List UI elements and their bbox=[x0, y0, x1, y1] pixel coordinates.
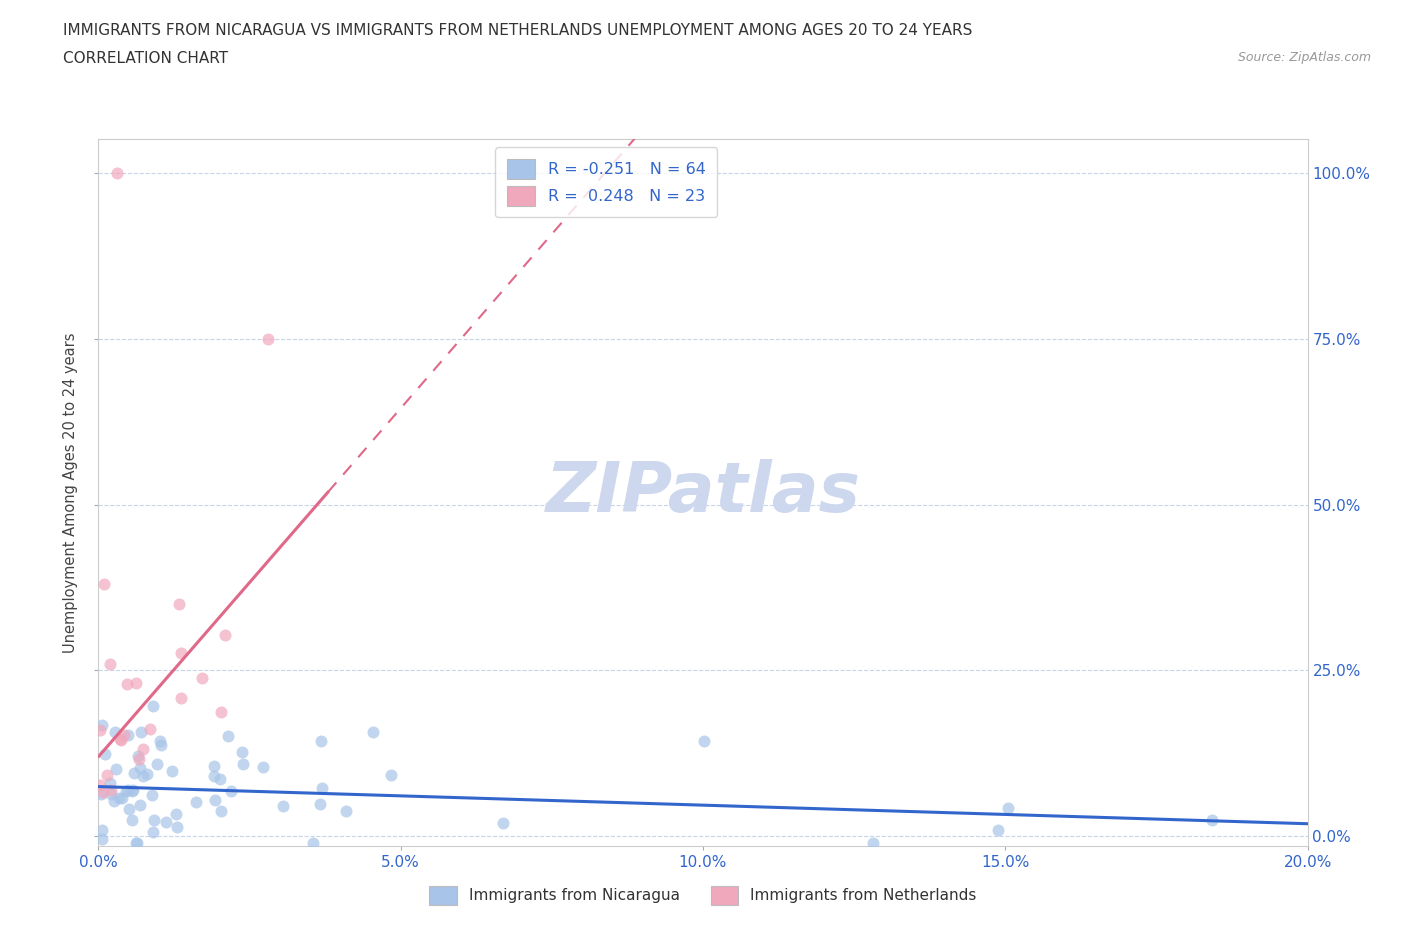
Point bbox=[219, 784, 242, 799]
Point bbox=[98, 657, 121, 671]
Point bbox=[209, 804, 232, 818]
Point bbox=[149, 734, 172, 749]
Point bbox=[141, 788, 163, 803]
Point bbox=[121, 813, 143, 828]
Point bbox=[308, 796, 330, 811]
Point bbox=[202, 769, 225, 784]
Point bbox=[91, 831, 114, 846]
Point bbox=[125, 835, 148, 850]
Point bbox=[169, 597, 191, 612]
Point bbox=[105, 166, 128, 180]
Point bbox=[127, 749, 149, 764]
Point bbox=[142, 824, 165, 839]
Point bbox=[191, 671, 214, 685]
Point bbox=[91, 784, 114, 799]
Point bbox=[204, 793, 226, 808]
Point bbox=[94, 747, 117, 762]
Point bbox=[380, 767, 402, 782]
Point bbox=[311, 734, 333, 749]
Point bbox=[1201, 813, 1223, 828]
Point bbox=[90, 787, 112, 802]
Point bbox=[108, 790, 131, 805]
Text: Source: ZipAtlas.com: Source: ZipAtlas.com bbox=[1237, 51, 1371, 64]
Point bbox=[170, 691, 193, 706]
Point bbox=[118, 802, 141, 817]
Point bbox=[90, 822, 112, 837]
Point bbox=[252, 760, 274, 775]
Point bbox=[165, 806, 187, 821]
Point bbox=[997, 801, 1019, 816]
Point bbox=[121, 784, 143, 799]
Point bbox=[142, 698, 165, 713]
Point bbox=[110, 790, 132, 805]
Point bbox=[117, 677, 139, 692]
Point bbox=[132, 768, 155, 783]
Point bbox=[311, 780, 333, 795]
Point bbox=[89, 777, 111, 792]
Point bbox=[121, 783, 143, 798]
Point bbox=[125, 835, 148, 850]
Point bbox=[128, 751, 150, 766]
Point bbox=[214, 628, 236, 643]
Point bbox=[108, 731, 131, 746]
Point bbox=[361, 724, 384, 739]
Point bbox=[93, 577, 115, 591]
Point bbox=[143, 813, 166, 828]
Point bbox=[169, 645, 191, 660]
Point bbox=[132, 741, 155, 756]
Point bbox=[160, 764, 183, 778]
Point bbox=[135, 766, 157, 781]
Point bbox=[89, 723, 111, 737]
Point bbox=[184, 794, 207, 809]
Text: ZIPatlas: ZIPatlas bbox=[546, 459, 860, 526]
Point bbox=[103, 793, 125, 808]
Point bbox=[128, 761, 150, 776]
Point bbox=[302, 835, 325, 850]
Point bbox=[100, 782, 122, 797]
Point bbox=[110, 733, 132, 748]
Point bbox=[693, 734, 716, 749]
Point bbox=[122, 765, 145, 780]
Y-axis label: Unemployment Among Ages 20 to 24 years: Unemployment Among Ages 20 to 24 years bbox=[63, 333, 79, 653]
Point bbox=[129, 724, 152, 739]
Point bbox=[149, 737, 172, 752]
Point bbox=[98, 776, 121, 790]
Point bbox=[129, 798, 152, 813]
Point bbox=[146, 756, 169, 771]
Point bbox=[91, 717, 114, 732]
Point bbox=[166, 820, 188, 835]
Text: IMMIGRANTS FROM NICARAGUA VS IMMIGRANTS FROM NETHERLANDS UNEMPLOYMENT AMONG AGES: IMMIGRANTS FROM NICARAGUA VS IMMIGRANTS … bbox=[63, 23, 973, 38]
Point bbox=[204, 759, 226, 774]
Point bbox=[335, 804, 357, 818]
Point bbox=[217, 728, 239, 743]
Point bbox=[271, 798, 294, 813]
Text: CORRELATION CHART: CORRELATION CHART bbox=[63, 51, 228, 66]
Point bbox=[256, 331, 278, 346]
Point bbox=[209, 704, 232, 719]
Point bbox=[492, 816, 515, 830]
Point bbox=[862, 835, 884, 850]
Point bbox=[232, 757, 254, 772]
Point bbox=[105, 762, 128, 777]
Point bbox=[155, 815, 177, 830]
Point bbox=[112, 727, 135, 742]
Point bbox=[987, 822, 1010, 837]
Point bbox=[139, 722, 162, 737]
Point bbox=[208, 772, 231, 787]
Point bbox=[96, 768, 118, 783]
Point bbox=[117, 782, 139, 797]
Point bbox=[125, 676, 148, 691]
Point bbox=[231, 745, 253, 760]
Point bbox=[115, 783, 138, 798]
Point bbox=[100, 787, 122, 802]
Point bbox=[117, 727, 139, 742]
Legend: Immigrants from Nicaragua, Immigrants from Netherlands: Immigrants from Nicaragua, Immigrants fr… bbox=[422, 878, 984, 913]
Point bbox=[104, 725, 127, 740]
